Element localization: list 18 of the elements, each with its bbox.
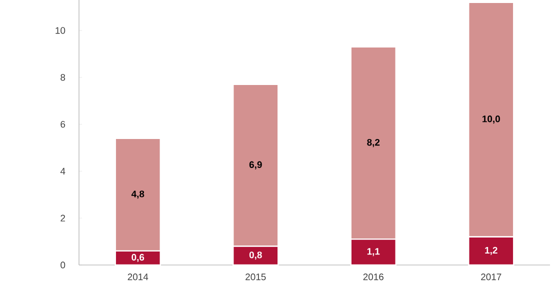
y-tick-label: 6: [60, 120, 66, 128]
data-label: 8,2: [367, 139, 380, 148]
y-tick-label: 0: [60, 262, 66, 268]
x-tick-label: 2015: [246, 274, 266, 280]
y-tick-label: 8: [60, 74, 66, 81]
y-tick-label: 10: [56, 27, 66, 34]
data-label: 6,9: [249, 161, 262, 170]
data-label: 1,1: [367, 248, 380, 256]
x-tick-label: 2014: [128, 274, 148, 280]
data-label: 0,8: [249, 252, 262, 260]
data-label: 0,6: [132, 254, 144, 262]
y-tick-label: 2: [60, 214, 66, 222]
data-label: 4,8: [131, 190, 144, 199]
x-tick-label: 2016: [363, 274, 384, 280]
x-tick-label: 2017: [481, 274, 502, 280]
y-tick-label: 4: [60, 168, 66, 174]
data-label: 1,2: [485, 246, 498, 255]
data-label: 10,0: [482, 116, 500, 124]
